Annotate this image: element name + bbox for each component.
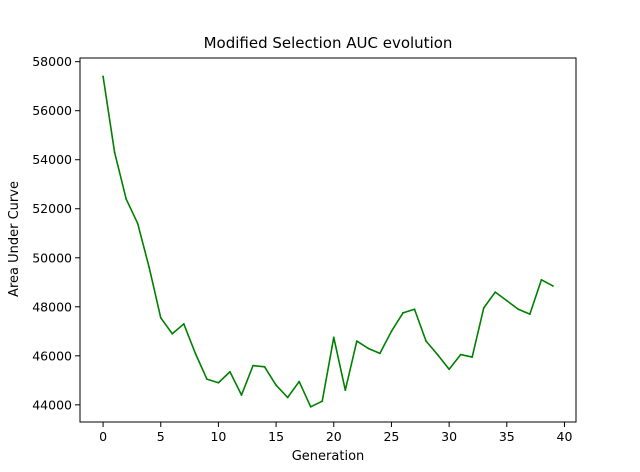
data-point bbox=[205, 378, 208, 381]
x-axis-ticks: 0 5 10 15 20 25 30 35 40 bbox=[99, 422, 572, 444]
x-tick-label: 15 bbox=[268, 429, 284, 444]
data-point bbox=[275, 384, 277, 387]
data-point bbox=[494, 291, 497, 293]
data-point bbox=[321, 400, 324, 403]
data-point bbox=[194, 352, 197, 355]
data-point bbox=[390, 330, 393, 333]
data-point bbox=[482, 307, 485, 309]
data-point bbox=[113, 151, 116, 154]
data-point bbox=[413, 308, 416, 311]
x-tick-label: 10 bbox=[210, 429, 226, 444]
x-tick-label: 5 bbox=[157, 429, 165, 444]
x-tick-label: 0 bbox=[99, 429, 107, 444]
data-point bbox=[332, 336, 335, 339]
y-axis-label: Area Under Curve bbox=[7, 181, 22, 297]
data-point bbox=[309, 405, 312, 408]
data-point bbox=[379, 352, 381, 355]
data-point bbox=[252, 364, 254, 367]
data-point bbox=[217, 381, 220, 384]
data-point bbox=[505, 299, 508, 302]
data-point bbox=[148, 266, 151, 269]
series-line-0 bbox=[102, 76, 554, 408]
chart-title: Modified Selection AUC evolution bbox=[204, 34, 453, 52]
data-point bbox=[229, 370, 231, 373]
data-point bbox=[159, 316, 162, 319]
data-point bbox=[286, 396, 289, 399]
data-point bbox=[102, 75, 104, 78]
y-tick-label: 48000 bbox=[32, 299, 72, 314]
data-point bbox=[448, 368, 451, 371]
data-point bbox=[552, 285, 554, 287]
data-point bbox=[182, 323, 185, 325]
y-tick-label: 46000 bbox=[32, 348, 72, 363]
data-point bbox=[367, 347, 370, 350]
y-axis-ticks: 44000 46000 48000 50000 52000 54000 56000 58000 bbox=[32, 54, 80, 412]
y-tick-label: 44000 bbox=[32, 397, 72, 412]
data-point bbox=[459, 353, 462, 356]
y-tick-label: 52000 bbox=[32, 201, 72, 216]
data-point bbox=[344, 389, 347, 392]
data-point bbox=[402, 312, 404, 314]
data-point bbox=[263, 365, 266, 368]
data-point bbox=[171, 332, 174, 335]
data-point bbox=[355, 340, 358, 343]
data-point bbox=[540, 278, 543, 281]
plot-frame bbox=[79, 57, 577, 423]
data-point bbox=[436, 353, 439, 356]
y-tick-label: 50000 bbox=[32, 250, 72, 265]
data-point bbox=[298, 380, 301, 383]
y-tick-label: 54000 bbox=[32, 152, 72, 167]
x-tick-label: 40 bbox=[557, 429, 573, 444]
x-tick-label: 20 bbox=[326, 429, 342, 444]
x-axis-label: Generation bbox=[292, 449, 365, 464]
data-point bbox=[240, 394, 243, 396]
x-tick-label: 30 bbox=[441, 429, 457, 444]
x-tick-label: 35 bbox=[499, 429, 515, 444]
data-point bbox=[425, 340, 427, 343]
data-point bbox=[471, 356, 474, 358]
y-tick-label: 56000 bbox=[32, 103, 72, 118]
plot-area bbox=[102, 75, 554, 408]
data-point bbox=[517, 308, 520, 311]
data-point bbox=[136, 222, 139, 225]
data-point bbox=[528, 313, 531, 316]
x-tick-label: 25 bbox=[383, 429, 399, 444]
data-point bbox=[125, 198, 128, 200]
y-tick-label: 58000 bbox=[32, 54, 72, 69]
